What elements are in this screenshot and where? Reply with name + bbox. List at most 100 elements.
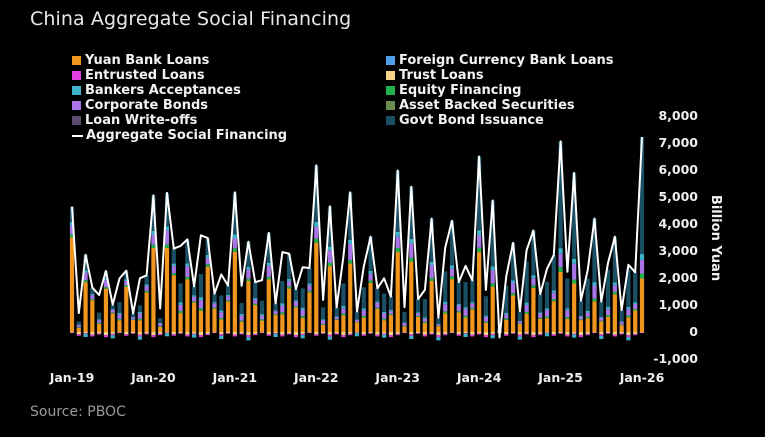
bar-segment-entrusted bbox=[558, 333, 563, 334]
legend-label: Aggregate Social Financing bbox=[86, 128, 288, 143]
legend-swatch-trust bbox=[386, 71, 395, 80]
bar-segment-bankers bbox=[415, 312, 421, 314]
bar-segment-govt bbox=[565, 278, 570, 309]
bar-segment-govt bbox=[544, 281, 550, 309]
bar-segment-govt bbox=[280, 280, 285, 304]
bar-segment-trust bbox=[97, 332, 102, 334]
bar-segment-entrusted bbox=[524, 333, 529, 335]
bar-segment-trust bbox=[266, 332, 271, 335]
bar-segment-corporate bbox=[470, 303, 475, 309]
bar-segment-entrusted bbox=[395, 333, 400, 336]
bar-segment-yuan bbox=[585, 318, 590, 332]
bar-segment-trust bbox=[103, 332, 109, 336]
bar-segment-trust bbox=[253, 332, 258, 334]
bar-segment-govt bbox=[314, 165, 319, 223]
bar-segment-govt bbox=[246, 241, 251, 268]
bar-segment-bankers bbox=[69, 221, 75, 226]
bar-segment-yuan bbox=[158, 326, 163, 332]
bar-segment-corporate bbox=[599, 317, 604, 321]
bar-segment-trust bbox=[483, 332, 489, 336]
bar-segment-bankers bbox=[578, 315, 584, 317]
bar-segment-equity bbox=[504, 318, 509, 320]
bar-segment-bankers-neg bbox=[327, 336, 332, 340]
bar-segment-govt bbox=[137, 305, 142, 312]
bar-segment-corporate bbox=[551, 292, 556, 300]
bar-segment-bankers bbox=[151, 230, 156, 235]
bar-segment-govt bbox=[327, 206, 332, 247]
bar-segment-trust bbox=[633, 332, 638, 334]
bar-segment-govt bbox=[90, 287, 95, 294]
bar-segment-yuan bbox=[592, 301, 597, 332]
bar-segment-bankers bbox=[320, 319, 326, 321]
bar-segment-yuan bbox=[69, 237, 75, 332]
bar-segment-govt bbox=[490, 200, 495, 267]
bar-segment-trust bbox=[130, 332, 136, 334]
bar-segment-equity bbox=[97, 322, 102, 324]
bar-segment-govt bbox=[572, 172, 577, 259]
bar-segment-yuan bbox=[477, 252, 482, 332]
bar-segment-bankers bbox=[205, 254, 210, 258]
legend-item-bankers: Bankers Acceptances bbox=[72, 83, 241, 98]
bar-segment-entrusted bbox=[97, 333, 102, 335]
bar-segment-trust bbox=[171, 332, 176, 335]
bar-segment-corporate bbox=[273, 311, 278, 314]
bar-segment-equity bbox=[456, 311, 461, 313]
bar-segment-trust bbox=[246, 332, 251, 336]
bar-segment-entrusted bbox=[375, 334, 380, 337]
bar-segment-bankers bbox=[517, 320, 522, 322]
bar-segment-govt bbox=[375, 288, 380, 302]
bar-segment-trust bbox=[307, 332, 312, 333]
x-tick-label: Jan-22 bbox=[293, 370, 339, 385]
bar-segment-govt bbox=[558, 141, 563, 249]
bar-segment-trust bbox=[158, 332, 163, 334]
bar-segment-trust bbox=[83, 332, 88, 334]
bar-segment-govt bbox=[524, 261, 529, 303]
bar-segment-entrusted bbox=[443, 333, 448, 336]
bar-segment-bankers bbox=[287, 278, 292, 282]
bar-segment-yuan bbox=[110, 313, 115, 332]
bar-segment-entrusted bbox=[320, 333, 326, 334]
bar-segment-corporate bbox=[436, 324, 441, 326]
bar-segment-bankers bbox=[599, 316, 604, 318]
bar-segment-yuan bbox=[578, 320, 584, 332]
bar-segment-entrusted bbox=[409, 334, 414, 336]
bar-segment-yuan bbox=[524, 314, 529, 332]
bar-segment-entrusted bbox=[334, 333, 339, 335]
bar-segment-trust bbox=[422, 332, 427, 335]
bar-segment-entrusted bbox=[232, 334, 237, 337]
bar-segment-govt bbox=[382, 293, 387, 312]
bar-segment-govt bbox=[510, 242, 516, 281]
bar-segment-govt bbox=[429, 218, 434, 262]
bar-segment-corporate bbox=[565, 310, 570, 318]
bar-segment-entrusted bbox=[293, 335, 299, 338]
bar-segment-equity bbox=[443, 311, 448, 314]
bar-segment-equity bbox=[565, 317, 570, 319]
bar-segment-corporate bbox=[69, 225, 75, 235]
bar-segment-bankers bbox=[409, 239, 414, 244]
bar-segment-entrusted bbox=[382, 333, 387, 335]
bar-segment-yuan bbox=[612, 294, 617, 332]
bar-segment-bankers bbox=[585, 310, 590, 313]
bar-segment-corporate bbox=[592, 285, 597, 299]
bar-segment-govt bbox=[633, 272, 638, 303]
bar-segment-corporate bbox=[239, 315, 244, 321]
legend-item-writeoffs: Loan Write-offs bbox=[72, 113, 197, 128]
bar-segment-corporate bbox=[97, 320, 102, 323]
bar-segment-trust bbox=[402, 332, 407, 333]
bar-segment-entrusted bbox=[565, 334, 570, 337]
bar-segment-yuan bbox=[280, 314, 285, 332]
bar-segment-corporate bbox=[320, 320, 326, 325]
bar-segment-bankers bbox=[504, 312, 509, 315]
bar-segment-entrusted bbox=[429, 333, 434, 335]
bar-segment-trust bbox=[124, 332, 129, 335]
bar-segment-yuan bbox=[348, 263, 353, 332]
bar-segment-equity bbox=[633, 309, 638, 311]
bar-segment-trust bbox=[415, 332, 421, 334]
bar-segment-govt bbox=[599, 301, 604, 317]
bar-segment-equity bbox=[69, 234, 75, 238]
bar-segment-bankers bbox=[158, 322, 163, 324]
bar-segment-corporate bbox=[382, 313, 387, 319]
bar-segment-corporate bbox=[225, 296, 231, 301]
bar-segment-trust bbox=[538, 332, 543, 334]
bar-segment-bankers-neg bbox=[544, 333, 550, 337]
